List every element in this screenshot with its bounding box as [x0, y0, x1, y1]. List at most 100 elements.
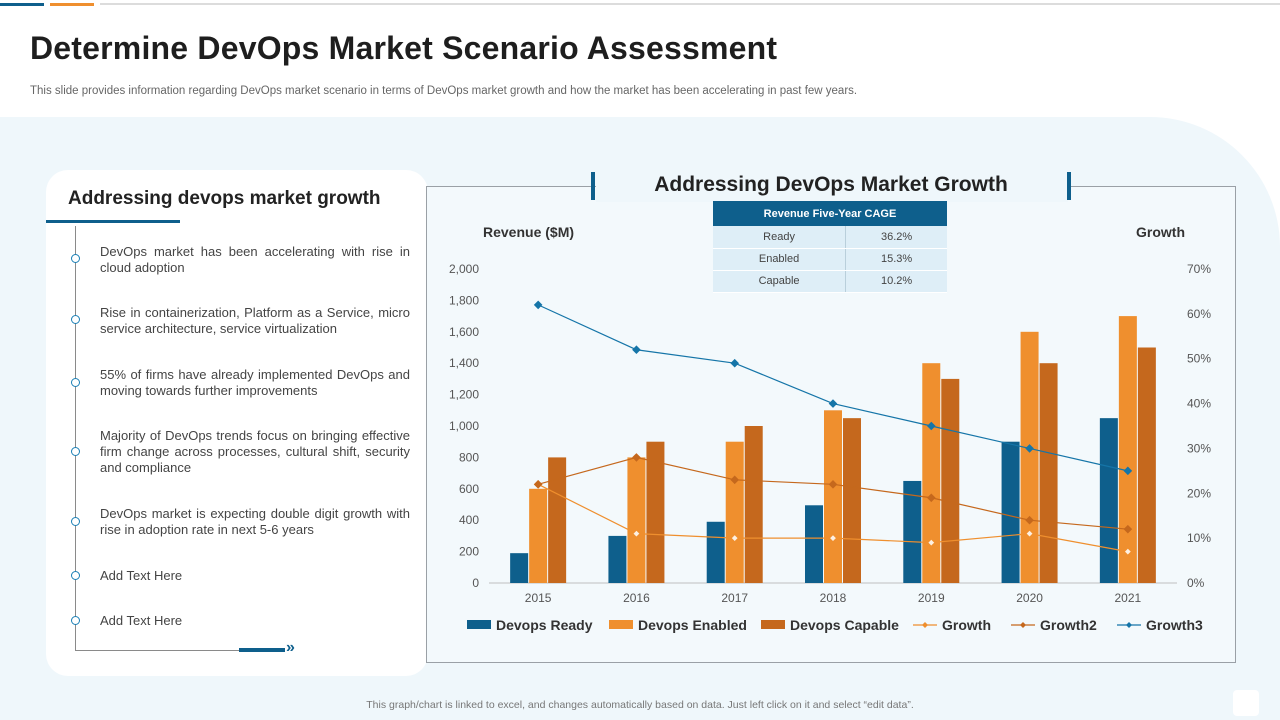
chart-title-bracket-right — [1067, 172, 1071, 200]
legend-label: Devops Ready — [496, 617, 593, 633]
top-rule — [100, 3, 1280, 5]
y-tick-label: 400 — [459, 513, 479, 527]
table-cell-value: 10.2% — [845, 270, 947, 293]
timeline-accent — [239, 648, 285, 652]
point-growth — [828, 533, 838, 543]
list-item: Majority of DevOps trends focus on bring… — [100, 428, 410, 475]
y2-axis-label: Growth — [1136, 224, 1185, 240]
timeline-line — [75, 226, 76, 650]
table-cell-label: Enabled — [713, 248, 847, 271]
timeline-bullet-icon — [71, 315, 80, 324]
bar-devops-capable — [843, 418, 861, 583]
y2-tick-label: 0% — [1187, 576, 1205, 590]
bar-devops-capable — [548, 457, 567, 583]
chart-frame-top-left — [426, 186, 591, 187]
list-item: Add Text Here — [100, 568, 183, 583]
bar-devops-capable — [941, 378, 960, 583]
legend-label: Growth2 — [1040, 617, 1097, 633]
x-tick-label: 2019 — [918, 591, 945, 605]
timeline-base — [75, 650, 265, 651]
table-cell-value: 36.2% — [845, 226, 947, 249]
x-tick-label: 2020 — [1016, 591, 1043, 605]
table-cell-label: Capable — [713, 270, 847, 293]
chart-title: Addressing DevOps Market Growth — [654, 173, 1008, 196]
bar-devops-enabled — [627, 457, 646, 583]
point-growth2 — [632, 453, 641, 462]
list-item: 55% of firms have already implemented De… — [100, 367, 410, 398]
point-growth2 — [730, 475, 740, 485]
y2-tick-label: 10% — [1187, 531, 1211, 545]
point-growth3 — [730, 358, 740, 368]
bar-devops-capable — [1137, 347, 1156, 583]
table-cell-label: Ready — [713, 226, 847, 249]
list-item: Rise in containerization, Platform as a … — [100, 305, 410, 336]
timeline-bullet-icon — [71, 378, 80, 387]
legend-swatch — [609, 620, 633, 629]
y-tick-label: 0 — [472, 576, 479, 590]
point-growth3 — [926, 421, 936, 431]
point-growth2 — [1025, 515, 1034, 525]
x-tick-label: 2017 — [721, 591, 748, 605]
point-growth3 — [828, 399, 838, 408]
bar-devops-ready — [1099, 418, 1118, 583]
cagr-table-header: Revenue Five-Year CAGE — [713, 201, 947, 226]
table-cell-value: 15.3% — [845, 248, 947, 271]
y-tick-label: 2,000 — [449, 262, 479, 276]
point-growth — [1025, 529, 1034, 538]
card-title-underline — [46, 220, 180, 223]
timeline-bullet-icon — [71, 571, 80, 580]
point-growth3 — [1025, 444, 1034, 453]
point-growth3 — [632, 345, 641, 355]
timeline-bullet-icon — [71, 616, 80, 625]
bar-devops-enabled — [922, 363, 941, 583]
y2-tick-label: 50% — [1187, 352, 1211, 366]
point-growth — [632, 529, 641, 538]
table-row: Capable 10.2% — [713, 270, 947, 293]
legend-label: Growth3 — [1146, 617, 1203, 633]
table-row: Enabled 15.3% — [713, 248, 947, 271]
bar-devops-enabled — [1118, 316, 1137, 583]
bar-devops-ready — [510, 553, 529, 583]
bar-devops-ready — [805, 505, 823, 583]
page-title: Determine DevOps Market Scenario Assessm… — [30, 30, 778, 66]
y-tick-label: 600 — [459, 482, 479, 496]
bar-devops-ready — [903, 480, 922, 583]
chart-title-mask — [596, 170, 1068, 202]
timeline-bullet-icon — [71, 254, 80, 263]
bar-devops-enabled — [824, 410, 842, 583]
legend-label: Devops Enabled — [638, 617, 747, 633]
timeline-bullet-icon — [71, 517, 80, 526]
timeline-bullet-icon — [71, 447, 80, 456]
list-item: DevOps market is expecting double digit … — [100, 506, 410, 537]
y2-tick-label: 60% — [1187, 307, 1211, 321]
bar-devops-enabled — [725, 441, 744, 583]
legend-marker — [922, 622, 928, 628]
list-item: DevOps market has been accelerating with… — [100, 244, 410, 275]
legend-swatch — [467, 620, 491, 629]
bar-devops-capable — [646, 441, 665, 583]
page-subtitle: This slide provides information regardin… — [30, 85, 858, 97]
point-growth2 — [828, 480, 838, 489]
y2-tick-label: 20% — [1187, 486, 1211, 500]
x-tick-label: 2015 — [525, 591, 552, 605]
point-growth — [730, 533, 740, 543]
cagr-table: Revenue Five-Year CAGE Ready 36.2% Enabl… — [713, 201, 947, 293]
legend-marker — [1126, 622, 1132, 628]
x-tick-label: 2021 — [1115, 591, 1142, 605]
list-item: Add Text Here — [100, 613, 183, 628]
x-tick-label: 2018 — [820, 591, 847, 605]
top-accent-blue — [0, 3, 44, 6]
y-tick-label: 1,600 — [449, 325, 479, 339]
y-tick-label: 1,200 — [449, 388, 479, 402]
point-growth3 — [533, 300, 543, 310]
bar-devops-enabled — [529, 488, 548, 583]
x-tick-label: 2016 — [623, 591, 650, 605]
y2-tick-label: 70% — [1187, 262, 1211, 276]
chart-frame-top-right — [1071, 186, 1236, 187]
y-tick-label: 200 — [459, 545, 479, 559]
y-tick-label: 1,400 — [449, 356, 479, 370]
point-growth2 — [926, 493, 936, 503]
legend-label: Devops Capable — [790, 617, 899, 633]
footer-note: This graph/chart is linked to excel, and… — [366, 699, 914, 711]
